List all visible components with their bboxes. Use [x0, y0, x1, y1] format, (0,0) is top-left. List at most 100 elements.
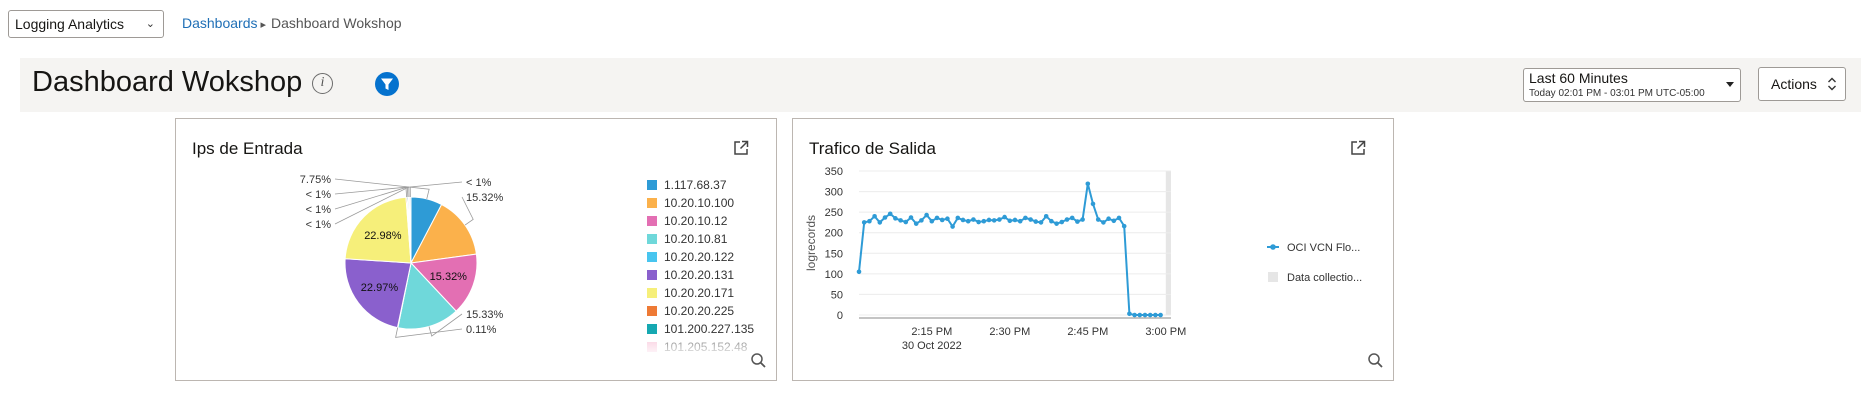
series-point[interactable] [1043, 213, 1049, 219]
series-point[interactable] [1080, 217, 1085, 222]
search-records-icon[interactable] [1367, 352, 1385, 370]
legend-label: 10.20.20.171 [664, 286, 735, 300]
y-tick-label: 50 [831, 289, 843, 301]
pie-slice[interactable] [344, 258, 412, 329]
legend-swatch [647, 234, 657, 244]
series-point[interactable] [877, 220, 883, 225]
series-point[interactable] [924, 212, 929, 218]
search-records-icon[interactable] [750, 352, 768, 370]
legend-swatch [647, 216, 657, 226]
y-tick-label: 150 [825, 248, 843, 260]
series-point[interactable] [903, 219, 909, 225]
x-date-label: 30 Oct 2022 [902, 340, 962, 352]
series-point[interactable] [1090, 201, 1096, 207]
actions-button[interactable]: Actions [1758, 67, 1846, 101]
widget-trafico-de-salida: Trafico de Salida 0 50 100 150 200 250 300 350 2… [792, 118, 1394, 381]
series-point[interactable] [1038, 220, 1044, 225]
series-point[interactable] [1007, 218, 1013, 224]
app-selector[interactable]: Logging Analytics ⌄ [8, 10, 164, 38]
series-point[interactable] [1028, 217, 1033, 222]
series-point[interactable] [960, 217, 966, 223]
pie-slice[interactable] [410, 203, 477, 264]
series-point[interactable] [945, 216, 950, 222]
legend-label[interactable]: OCI VCN Flo... [1287, 242, 1360, 254]
series-point[interactable] [997, 217, 1002, 222]
pie-slice-label: < 1% [306, 204, 332, 216]
series-point[interactable] [1147, 312, 1153, 318]
series-point[interactable] [1054, 221, 1059, 226]
legend-label: 101.200.227.135 [664, 322, 755, 336]
open-external-icon[interactable] [1349, 139, 1367, 157]
legend-swatch [647, 198, 657, 208]
legend-label: 10.20.20.122 [664, 250, 735, 264]
app-selector-value: Logging Analytics [15, 16, 124, 32]
series-point[interactable] [976, 219, 981, 225]
line-chart: 0 50 100 150 200 250 300 350 2:15 PM 2:30 PM 2:45 … [804, 166, 1362, 352]
series-point[interactable] [939, 217, 945, 223]
pie-leader-line [395, 327, 463, 338]
series-point[interactable] [981, 218, 987, 224]
filter-icon[interactable] [375, 72, 399, 96]
legend-swatch [647, 270, 657, 280]
series-point[interactable] [1002, 214, 1007, 220]
series-point[interactable] [1085, 181, 1091, 187]
series-point[interactable] [1064, 217, 1070, 222]
series-point[interactable] [965, 218, 971, 224]
series-point[interactable] [861, 220, 867, 225]
series-point[interactable] [1132, 312, 1137, 318]
series-point[interactable] [971, 217, 976, 222]
series-point[interactable] [919, 218, 924, 223]
series-point[interactable] [929, 218, 935, 224]
series-point[interactable] [1153, 312, 1158, 318]
series-point[interactable] [1049, 218, 1054, 224]
series-point[interactable] [1111, 218, 1117, 224]
series-point[interactable] [1095, 217, 1101, 222]
series-point[interactable] [950, 224, 955, 229]
legend-area-swatch [1268, 272, 1278, 282]
series-point[interactable] [991, 218, 997, 223]
series-point[interactable] [1023, 215, 1028, 221]
series-point[interactable] [908, 215, 914, 220]
series-point[interactable] [1069, 215, 1075, 221]
series-point[interactable] [1142, 312, 1148, 318]
series-point[interactable] [955, 215, 961, 221]
series-point[interactable] [893, 216, 898, 221]
pie-legend: 1.117.68.37 10.20.10.100 10.20.10.12 10.20.… [647, 177, 767, 353]
series-point[interactable] [1101, 220, 1106, 225]
legend-label: 10.20.10.81 [664, 232, 728, 246]
pie-slice[interactable] [344, 196, 412, 264]
series-point[interactable] [1059, 219, 1065, 225]
series-point[interactable] [898, 218, 903, 223]
series-point[interactable] [1033, 219, 1039, 224]
y-tick-label: 0 [837, 310, 843, 322]
pie-slice[interactable] [397, 261, 457, 330]
series-point[interactable] [867, 218, 872, 224]
series-point[interactable] [887, 211, 893, 217]
series-point[interactable] [872, 213, 877, 219]
series-point[interactable] [1075, 219, 1080, 224]
open-external-icon[interactable] [732, 139, 750, 157]
series-point[interactable] [1017, 218, 1023, 224]
series-line[interactable] [858, 183, 1161, 316]
series-point[interactable] [1106, 216, 1111, 222]
series-point[interactable] [856, 269, 862, 275]
series-point[interactable] [1116, 215, 1122, 221]
time-range-selector[interactable]: Last 60 Minutes Today 02:01 PM - 03:01 P… [1523, 68, 1741, 102]
series-point[interactable] [1158, 312, 1163, 318]
breadcrumb-dashboards-link[interactable]: Dashboards [182, 15, 258, 31]
series-point[interactable] [1012, 217, 1018, 223]
series-point[interactable] [986, 217, 992, 223]
pie-slice-label: 15.33% [466, 309, 504, 321]
series-point[interactable] [913, 221, 919, 226]
series-point[interactable] [1137, 312, 1143, 318]
widget-title: Trafico de Salida [809, 139, 936, 158]
info-icon[interactable]: i [312, 73, 333, 94]
series-point[interactable] [1127, 311, 1132, 317]
series-point[interactable] [934, 215, 940, 221]
legend-swatch [647, 288, 657, 298]
actions-button-label: Actions [1771, 76, 1817, 92]
series-point[interactable] [882, 215, 888, 220]
legend-label[interactable]: Data collectio... [1287, 272, 1362, 284]
series-point[interactable] [1121, 223, 1127, 229]
pie-slice[interactable] [409, 253, 478, 312]
